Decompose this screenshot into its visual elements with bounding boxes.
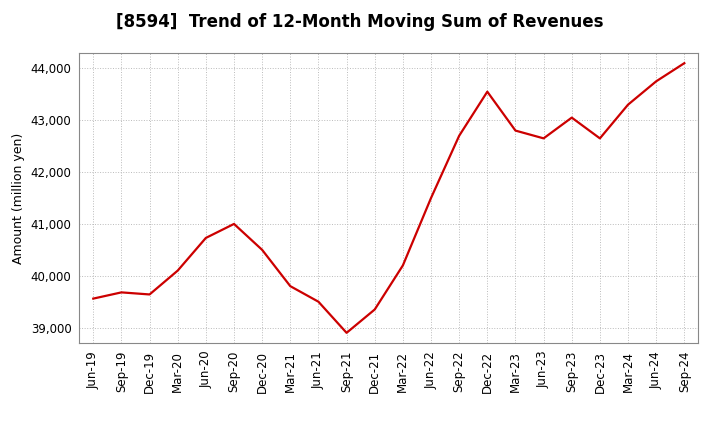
- Y-axis label: Amount (million yen): Amount (million yen): [12, 132, 25, 264]
- Text: [8594]  Trend of 12-Month Moving Sum of Revenues: [8594] Trend of 12-Month Moving Sum of R…: [116, 13, 604, 31]
